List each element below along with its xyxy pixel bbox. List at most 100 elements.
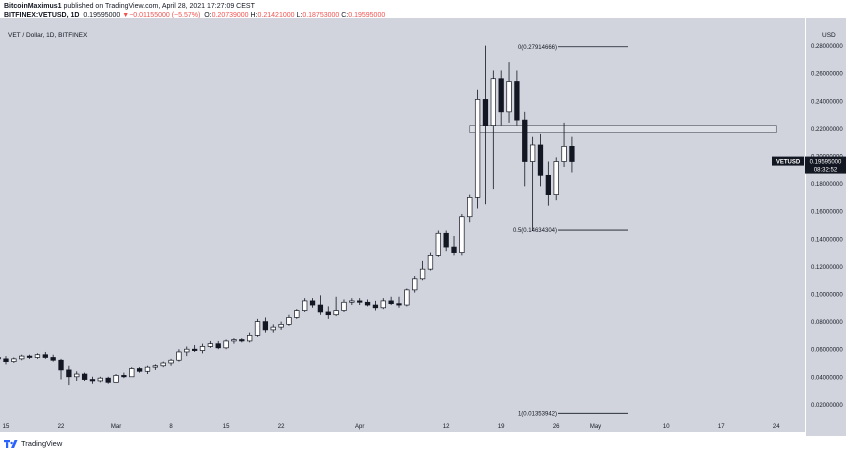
candle-body bbox=[325, 311, 331, 316]
candle-body bbox=[97, 377, 103, 382]
candle-body bbox=[121, 375, 127, 378]
time-tick-label: 15 bbox=[223, 424, 230, 430]
open-value: 0.20739000 bbox=[211, 12, 249, 19]
candle bbox=[247, 332, 253, 343]
candle bbox=[176, 349, 182, 362]
candle bbox=[254, 318, 261, 337]
candle-body bbox=[372, 304, 379, 309]
candle-body bbox=[380, 300, 386, 309]
price-tag-value: 0.19595000 bbox=[810, 160, 842, 166]
candle bbox=[113, 374, 119, 383]
candle-body bbox=[42, 354, 48, 358]
candle-body bbox=[506, 81, 512, 113]
candle bbox=[129, 367, 135, 378]
tradingview-brand: TradingView bbox=[21, 439, 63, 448]
candle bbox=[302, 298, 308, 312]
time-tick-label: Mar bbox=[111, 424, 121, 430]
candle-body bbox=[482, 99, 489, 126]
candle bbox=[199, 343, 206, 354]
tradingview-footer[interactable]: TradingView bbox=[4, 439, 62, 448]
candle bbox=[3, 356, 9, 365]
fib-level-label: 0.5(0.14634304) bbox=[513, 228, 557, 234]
time-tick-label: 10 bbox=[663, 424, 670, 430]
candle bbox=[451, 236, 457, 256]
candle bbox=[349, 298, 355, 306]
candle bbox=[388, 296, 394, 306]
fib-level-label: 1(0.01353942) bbox=[518, 411, 557, 417]
price-tick-label: 0.22000000 bbox=[811, 127, 843, 133]
candle-body bbox=[419, 268, 426, 280]
candle bbox=[522, 111, 528, 187]
candle-body bbox=[341, 301, 347, 311]
candle-body bbox=[81, 373, 88, 380]
candle bbox=[97, 376, 103, 383]
candle bbox=[553, 157, 559, 201]
candle-body bbox=[294, 310, 300, 318]
price-tick-label: 0.26000000 bbox=[811, 72, 843, 78]
time-tick-label: 22 bbox=[58, 424, 65, 430]
candle bbox=[419, 260, 426, 281]
candle-body bbox=[254, 321, 261, 336]
down-arrow-icon: ▼ bbox=[122, 12, 130, 19]
publish-info: BitcoinMaximus1 published on TradingView… bbox=[4, 3, 255, 10]
candle bbox=[396, 296, 402, 308]
candle bbox=[294, 309, 300, 319]
candle bbox=[121, 372, 127, 379]
candle-body bbox=[451, 246, 457, 253]
candle bbox=[357, 298, 363, 306]
candle-body bbox=[427, 255, 434, 270]
price-axis-unit: USD bbox=[822, 32, 836, 39]
candle-body bbox=[467, 197, 473, 218]
candle-body bbox=[152, 365, 158, 368]
candle-body bbox=[215, 343, 221, 349]
candle bbox=[412, 276, 418, 293]
candle-body bbox=[144, 366, 151, 372]
candle bbox=[215, 340, 221, 350]
candle bbox=[537, 133, 544, 187]
fibonacci-retracement[interactable]: 0(0.27914666) 0.5(0.14634304) 1(0.01353942… bbox=[513, 45, 628, 418]
symbol-info: BITFINEX:VETUSD, 1D 0.19595000 ▼−0.01155… bbox=[4, 12, 385, 19]
resistance-box[interactable] bbox=[469, 125, 777, 133]
candle-body bbox=[11, 358, 17, 362]
candle bbox=[427, 252, 434, 271]
candle-body bbox=[435, 232, 441, 256]
author-name[interactable]: BitcoinMaximus1 bbox=[4, 3, 62, 10]
candle bbox=[34, 353, 41, 359]
candle-body bbox=[26, 355, 33, 358]
candle-body bbox=[136, 368, 143, 372]
time-tick-label: 12 bbox=[443, 424, 450, 430]
candle-body bbox=[19, 355, 25, 360]
candle bbox=[239, 338, 245, 343]
symbol-tag-label: VETUSD bbox=[776, 160, 801, 166]
price-tick-label: 0.08000000 bbox=[811, 320, 843, 326]
candle bbox=[278, 321, 284, 330]
candle-body bbox=[262, 321, 269, 331]
candle bbox=[168, 358, 174, 366]
candle-body bbox=[309, 300, 316, 306]
low-value: 0.18753000 bbox=[302, 12, 340, 19]
candle-body bbox=[239, 339, 245, 342]
candle-body bbox=[443, 232, 449, 248]
price-tick-label: 0.04000000 bbox=[811, 375, 843, 381]
close-label: C: bbox=[341, 12, 349, 19]
resistance-zone[interactable] bbox=[469, 125, 777, 133]
chart-pane[interactable] bbox=[0, 18, 805, 432]
price-tick-label: 0.16000000 bbox=[811, 210, 843, 216]
last-price-tag: VETUSD 0.19595000 08:32:52 bbox=[772, 156, 846, 174]
candle-body bbox=[537, 144, 544, 176]
candle-body bbox=[184, 348, 190, 353]
candle bbox=[443, 230, 449, 252]
price-axis[interactable] bbox=[806, 18, 846, 436]
candle bbox=[136, 367, 143, 373]
candle bbox=[184, 346, 190, 357]
candle bbox=[89, 376, 96, 384]
candle bbox=[74, 371, 80, 381]
candle bbox=[105, 376, 111, 384]
candle-body bbox=[333, 310, 339, 316]
high-label: H: bbox=[250, 12, 258, 19]
candle-body bbox=[286, 317, 292, 325]
candle-body bbox=[317, 304, 324, 313]
candle bbox=[372, 300, 379, 311]
publish-text: published on TradingView.com, April 28, … bbox=[61, 3, 255, 10]
